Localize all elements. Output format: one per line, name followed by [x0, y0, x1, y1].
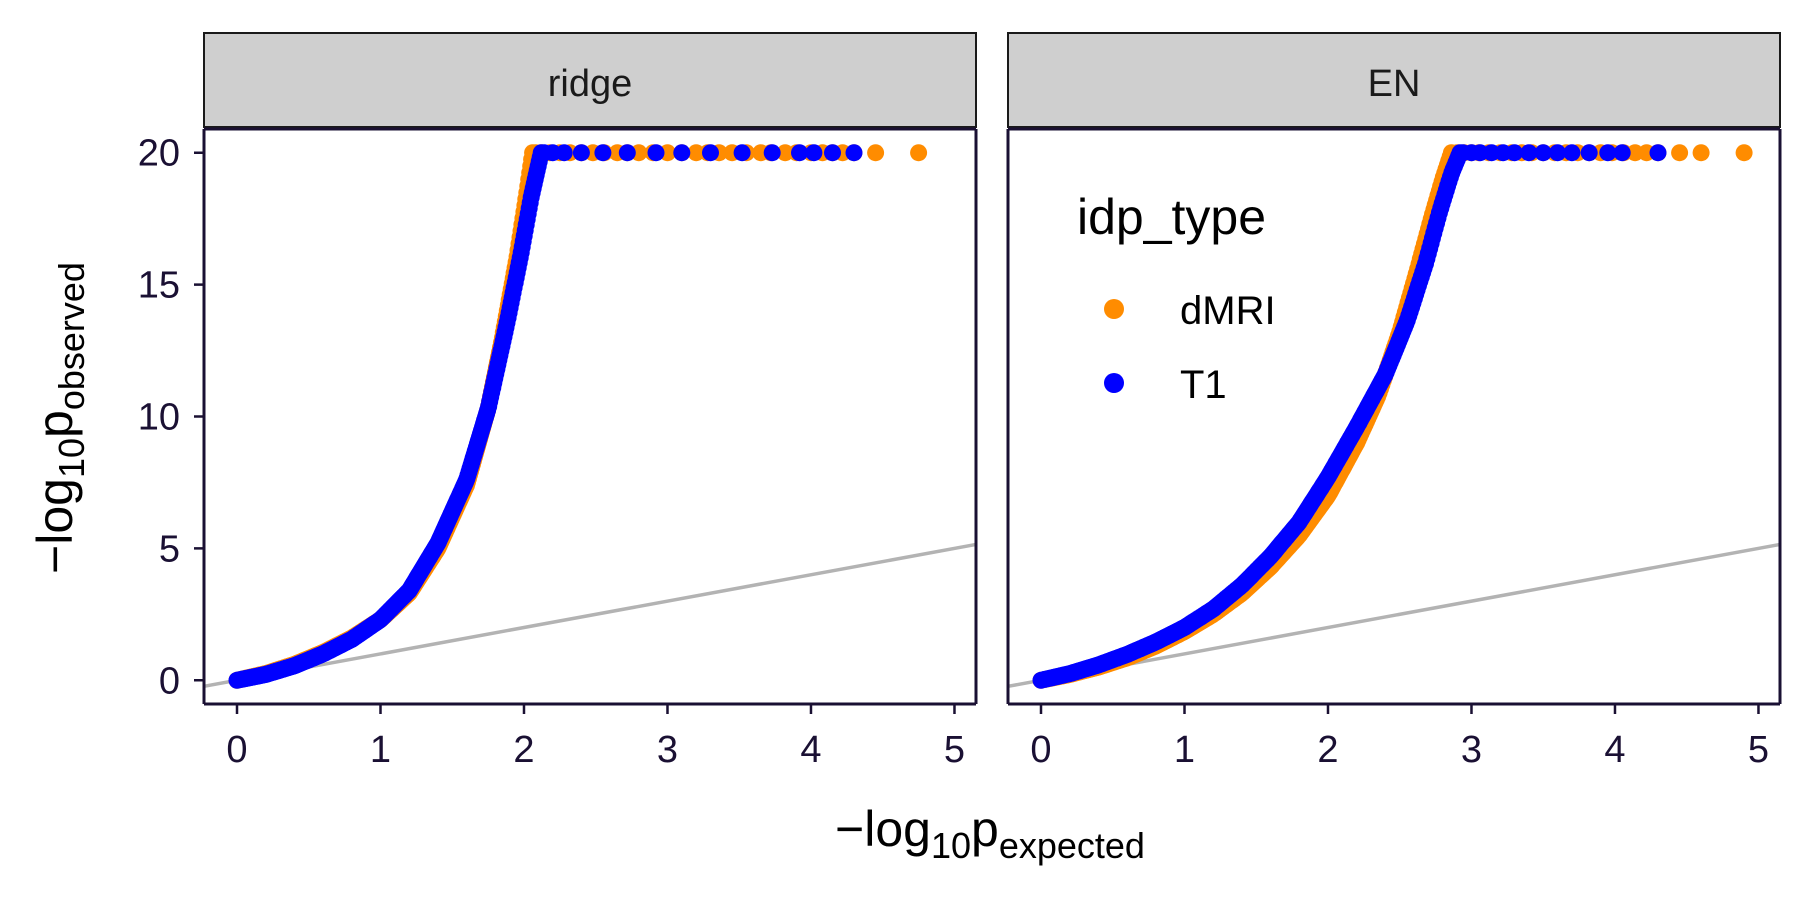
point-capped-en-t1 [1563, 144, 1581, 162]
x-axis-title: −log10pexpected [835, 801, 1145, 866]
facet-panel-ridge: ridge 0 1 2 3 4 5 0 5 10 15 20 [138, 32, 978, 771]
x-tick-label-en: 4 [1604, 729, 1625, 771]
facet-strip-en [1007, 32, 1781, 128]
point-capped-en-dmri [1735, 144, 1753, 162]
x-tick-label-en: 1 [1174, 729, 1195, 771]
point-capped-ridge-t1 [805, 144, 823, 162]
x-tick-label-ridge: 5 [944, 729, 965, 771]
x-axis-title-var: p [971, 801, 999, 857]
point-capped-ridge-t1 [733, 144, 751, 162]
point-capped-ridge-t1 [594, 144, 612, 162]
facet-label-en: EN [1368, 63, 1421, 105]
y-axis-title-main: −log [27, 478, 83, 574]
point-capped-ridge-dmri [910, 144, 928, 162]
y-axis-title-var: p [27, 410, 83, 438]
point-capped-en-t1 [1520, 144, 1538, 162]
facet-panel-en: EN 0 1 2 3 4 5 [1006, 32, 1782, 771]
y-axis-ticks-ridge: 0 5 10 15 20 [138, 133, 204, 702]
y-tick-label: 10 [138, 397, 180, 439]
legend-swatch-dmri [1104, 299, 1124, 319]
y-tick-label: 5 [159, 528, 180, 570]
point-capped-en-dmri [1692, 144, 1710, 162]
point-capped-ridge-t1 [572, 144, 590, 162]
legend-label-dmri: dMRI [1180, 289, 1276, 333]
facet-strip-ridge [203, 32, 977, 128]
plot-area-ridge [204, 129, 976, 704]
x-axis-title-main: −log [835, 801, 931, 857]
x-tick-label-ridge: 4 [800, 729, 821, 771]
x-tick-label-en: 2 [1317, 729, 1338, 771]
point-capped-ridge-t1 [824, 144, 841, 162]
facet-label-ridge: ridge [548, 63, 633, 105]
point-capped-en-t1 [1580, 144, 1598, 162]
legend-title: idp_type [1077, 189, 1266, 245]
point-capped-ridge-t1 [647, 144, 665, 162]
y-axis-title: −log10pobserved [27, 262, 92, 574]
x-axis-title-sub: 10 [931, 825, 971, 866]
x-tick-label-ridge: 3 [657, 729, 678, 771]
x-axis-ticks-en: 0 1 2 3 4 5 [1030, 704, 1769, 771]
point-capped-en-t1 [1534, 144, 1552, 162]
legend: idp_type dMRI T1 [1077, 189, 1276, 407]
reference-line-ridge [203, 542, 977, 689]
point-capped-ridge-t1 [791, 144, 808, 162]
point-capped-en-t1 [1613, 144, 1631, 162]
y-tick-label: 20 [138, 133, 180, 175]
points-ridge [228, 144, 928, 689]
y-axis-title-var-sub: observed [51, 262, 92, 410]
point-capped-ridge-t1 [673, 144, 691, 162]
legend-swatch-t1 [1104, 373, 1124, 393]
legend-label-t1: T1 [1180, 363, 1227, 407]
x-axis-title-var-sub: expected [999, 825, 1145, 866]
point-capped-en-dmri [1671, 144, 1689, 162]
points-en [1032, 144, 1753, 689]
x-tick-label-ridge: 2 [513, 729, 534, 771]
point-capped-ridge-t1 [618, 144, 636, 162]
x-tick-label-ridge: 1 [370, 729, 391, 771]
x-tick-label-en: 0 [1030, 729, 1051, 771]
point-capped-ridge-dmri [867, 144, 885, 162]
x-tick-label-en: 3 [1461, 729, 1482, 771]
point-capped-en-t1 [1506, 144, 1523, 162]
point-capped-ridge-t1 [763, 144, 781, 162]
point-capped-en-t1 [1599, 144, 1617, 162]
point-capped-ridge-t1 [555, 144, 573, 162]
plot-area-en [1008, 129, 1780, 704]
x-tick-label-ridge: 0 [226, 729, 247, 771]
point-capped-ridge-t1 [845, 144, 863, 162]
point-capped-ridge-t1 [702, 144, 719, 162]
x-axis-ticks-ridge: 0 1 2 3 4 5 [226, 704, 965, 771]
point-capped-en-t1 [1549, 144, 1567, 162]
y-tick-label: 15 [138, 265, 180, 307]
y-tick-label: 0 [159, 660, 180, 702]
reference-line-segment-ridge [203, 542, 977, 689]
y-axis-title-sub: 10 [51, 438, 92, 478]
x-tick-label-en: 5 [1748, 729, 1769, 771]
point-capped-en-t1 [1649, 144, 1667, 162]
